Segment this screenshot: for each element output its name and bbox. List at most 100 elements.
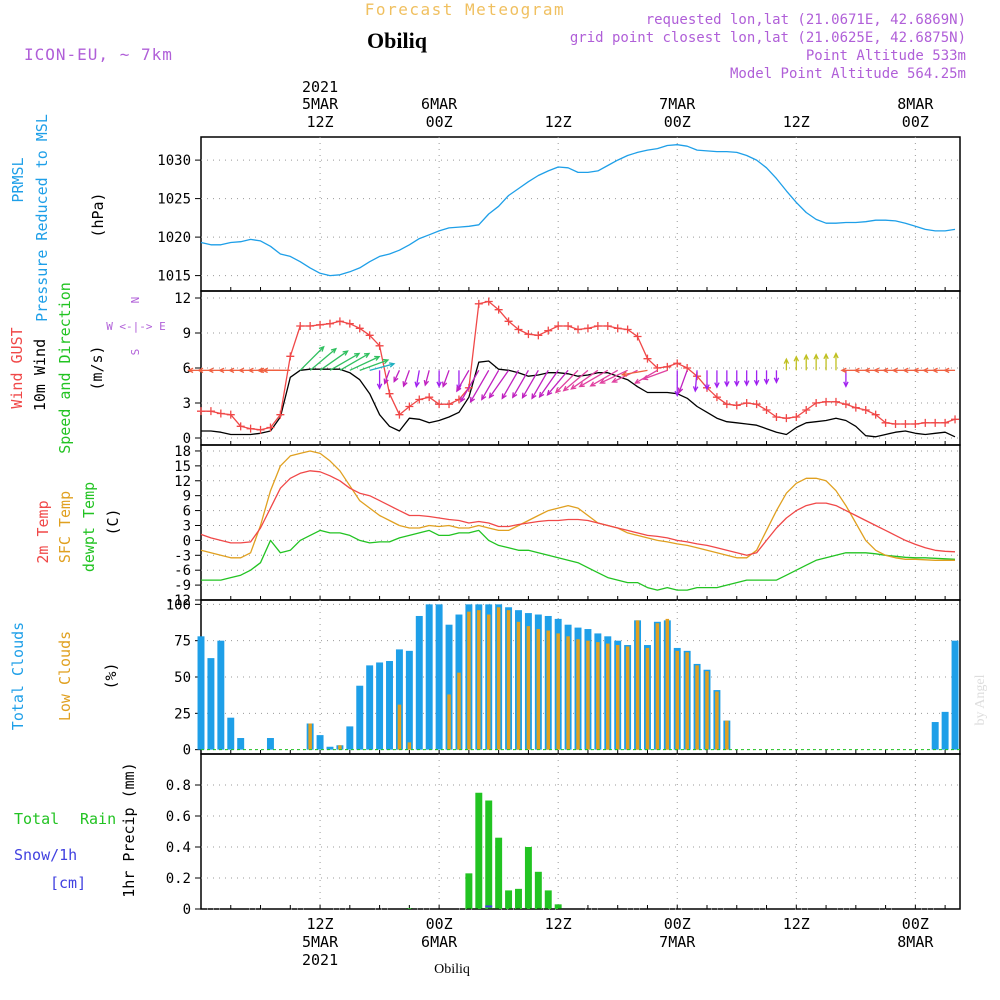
low-cloud-bar [715, 691, 719, 750]
wind-arrow-head [546, 389, 553, 396]
bottom-axis-label: 8MAR [897, 933, 934, 951]
precip-label-unit: 1hr Precip (mm) [120, 762, 138, 897]
gust-marker [405, 402, 414, 411]
wind-arrow-head [382, 358, 390, 365]
cloud-label-unit: (%) [102, 662, 120, 689]
wind-arrow-head [501, 393, 507, 400]
bottom-axis-label: 5MAR [302, 933, 339, 951]
clouds-tick-label: 0 [183, 743, 191, 759]
low-cloud-bar [625, 646, 630, 750]
low-cloud-bar [457, 672, 461, 750]
wind-arrow-head [488, 392, 495, 399]
wind-arrow-head [853, 367, 860, 374]
wind-arrow [359, 359, 389, 371]
wind-speed-line [201, 360, 956, 438]
gust-marker [881, 418, 890, 427]
wind-arrow-head [436, 381, 442, 388]
gust-marker [425, 393, 434, 402]
gust-marker [752, 400, 761, 409]
wind-arrow-head [912, 367, 919, 374]
gust-marker [802, 406, 811, 414]
gust-marker [494, 305, 503, 314]
temperature-tick-label: -6 [174, 563, 191, 579]
gust-marker [524, 330, 533, 339]
wind-arrow [512, 370, 529, 398]
precip-label-total: Total [14, 810, 59, 828]
gust-marker [266, 423, 275, 432]
wind-arrow [424, 370, 430, 386]
low-cloud-bar [615, 645, 620, 750]
model-label: ICON-EU, ~ 7km [24, 45, 173, 64]
gust-marker [712, 393, 721, 402]
wind-arrow-head [783, 357, 790, 364]
pressure-label-prmsl: PRMSL [9, 157, 27, 202]
gust-marker [831, 397, 840, 406]
pressure-tick-label: 1025 [157, 192, 191, 208]
total-cloud-bar [366, 665, 374, 750]
wind-arrow-head [318, 345, 325, 352]
low-cloud-bar [526, 626, 531, 750]
cloud-label-low: Low Clouds [56, 631, 74, 721]
low-cloud-bar [596, 642, 600, 750]
gust-marker [643, 354, 652, 363]
gust-marker [891, 420, 900, 428]
total-cloud-bar [217, 640, 225, 750]
wind-arrow-head [363, 352, 371, 359]
low-cloud-bar [665, 618, 670, 750]
gust-marker [276, 410, 285, 419]
wind-labels: Wind GUST 10m Wind Speed and Direction (… [8, 282, 166, 454]
gust-marker [722, 400, 731, 409]
gust-marker [564, 322, 573, 330]
low-cloud-bar [655, 623, 660, 750]
rain-bar [554, 904, 562, 909]
pressure-frame [200, 136, 961, 292]
gust-marker [474, 299, 483, 308]
pressure-labels: PRMSL Pressure Reduced to MSL (hPa) [9, 114, 107, 322]
total-cloud-bar [395, 649, 403, 750]
clouds-tick-label: 100 [166, 597, 191, 613]
wind-arrow [349, 356, 380, 371]
temperature-tick-label: 12 [174, 474, 191, 490]
low-cloud-bar [705, 671, 709, 750]
total-cloud-bar [316, 735, 324, 750]
wind-arrow-head [538, 391, 545, 399]
wind-arrow-head [562, 385, 569, 392]
gust-marker [613, 324, 622, 333]
wind-arrow [488, 369, 510, 398]
wind-arrow-head [578, 382, 585, 388]
compass-n: N [129, 297, 142, 304]
gust-marker [861, 406, 870, 414]
gust-marker [197, 407, 205, 416]
pressure-panel: 1015 1020 1025 1030 [157, 136, 961, 292]
sfc-temp-line [200, 450, 955, 561]
wind-arrow-head [840, 367, 847, 374]
wind-arrow-head [724, 381, 730, 388]
wind-arrow-head [342, 350, 349, 356]
wind-arrow-head [611, 377, 618, 383]
point-altitude: Point Altitude 533m [806, 48, 966, 64]
gust-marker [742, 399, 751, 407]
precip-labels: Total Rain Snow/1h [cm] 1hr Precip (mm) [14, 762, 138, 897]
total-cloud-bar [356, 685, 364, 750]
bottom-axis-label: 6MAR [421, 933, 458, 951]
wind-arrow-head [773, 377, 780, 384]
total-cloud-bar [386, 661, 393, 750]
temperature-tick-label: -9 [174, 578, 191, 594]
low-cloud-bar [447, 694, 451, 750]
gust-marker [941, 418, 950, 427]
gust-marker [921, 418, 930, 427]
wind-arrow-head [388, 362, 396, 368]
rain-bar [524, 847, 532, 909]
wind-arrow-head [677, 387, 684, 394]
rain-bar [534, 871, 542, 909]
wind-arrow-head [714, 382, 720, 389]
gust-marker [206, 407, 215, 416]
wind-arrow [402, 370, 410, 387]
wind-arrow [393, 370, 401, 382]
wind-arrow-head [793, 355, 800, 362]
wind-arrow-head [692, 386, 699, 393]
